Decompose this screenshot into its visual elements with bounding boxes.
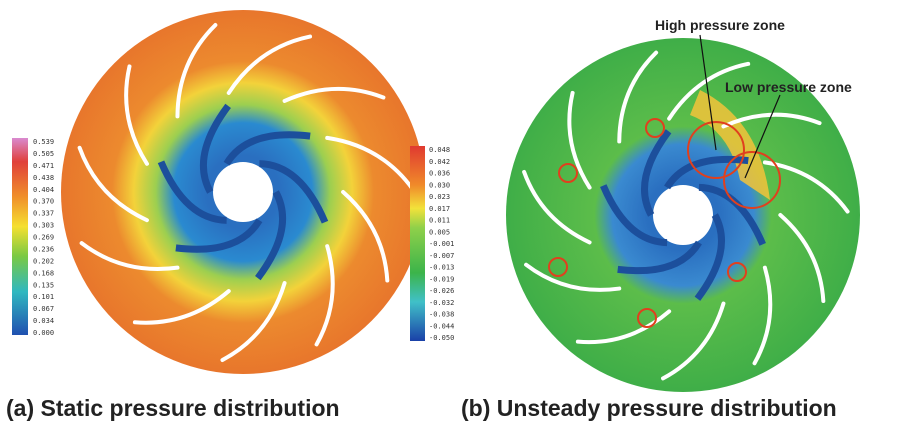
colorbar-label: -0.032	[429, 299, 454, 307]
colorbar-label: 0.202	[33, 257, 54, 265]
colorbar-label: 0.303	[33, 222, 54, 230]
colorbar-label: 0.471	[33, 162, 54, 170]
figure: High pressure zone Low pressure zone (a)…	[0, 0, 916, 447]
colorbar-label: -0.019	[429, 275, 454, 283]
colorbar-label: 0.005	[429, 228, 450, 236]
colorbar-label: 0.042	[429, 158, 450, 166]
colorbar-label: 0.135	[33, 281, 54, 289]
colorbar-label: 0.067	[33, 305, 54, 313]
colorbar-label: -0.038	[429, 311, 454, 319]
colorbar-label: 0.539	[33, 138, 54, 146]
annotation: Low pressure zone	[725, 79, 852, 95]
colorbar-label: 0.168	[33, 269, 54, 277]
colorbar-label: 0.236	[33, 245, 54, 253]
colorbar-label: -0.044	[429, 322, 454, 330]
caption: (a) Static pressure distribution	[6, 395, 340, 421]
colorbar-label: 0.438	[33, 174, 54, 182]
static-pressure-contour	[61, 10, 425, 374]
caption: (b) Unsteady pressure distribution	[461, 395, 837, 421]
colorbar-label: -0.007	[429, 252, 454, 260]
colorbar-label: 0.017	[429, 205, 450, 213]
colorbar-label: 0.505	[33, 150, 54, 158]
colorbar-label: 0.000	[33, 329, 54, 337]
colorbar-label: 0.048	[429, 146, 450, 154]
colorbar-label: 0.337	[33, 210, 54, 218]
colorbar-label: -0.026	[429, 287, 454, 295]
colorbar-label: 0.404	[33, 186, 54, 194]
colorbar-label: -0.050	[429, 334, 454, 342]
colorbar	[410, 146, 425, 341]
colorbar-label: 0.034	[33, 317, 54, 325]
colorbar-label: 0.023	[429, 193, 450, 201]
colorbar-label: -0.013	[429, 264, 454, 272]
colorbar-label: -0.001	[429, 240, 454, 248]
colorbar-label: 0.030	[429, 181, 450, 189]
colorbar-label: 0.011	[429, 217, 450, 225]
colorbar-label: 0.370	[33, 198, 54, 206]
colorbar-label: 0.101	[33, 293, 54, 301]
colorbar	[12, 138, 28, 335]
colorbar-label: 0.269	[33, 234, 54, 242]
annotation: High pressure zone	[655, 17, 785, 33]
colorbar-label: 0.036	[429, 170, 450, 178]
